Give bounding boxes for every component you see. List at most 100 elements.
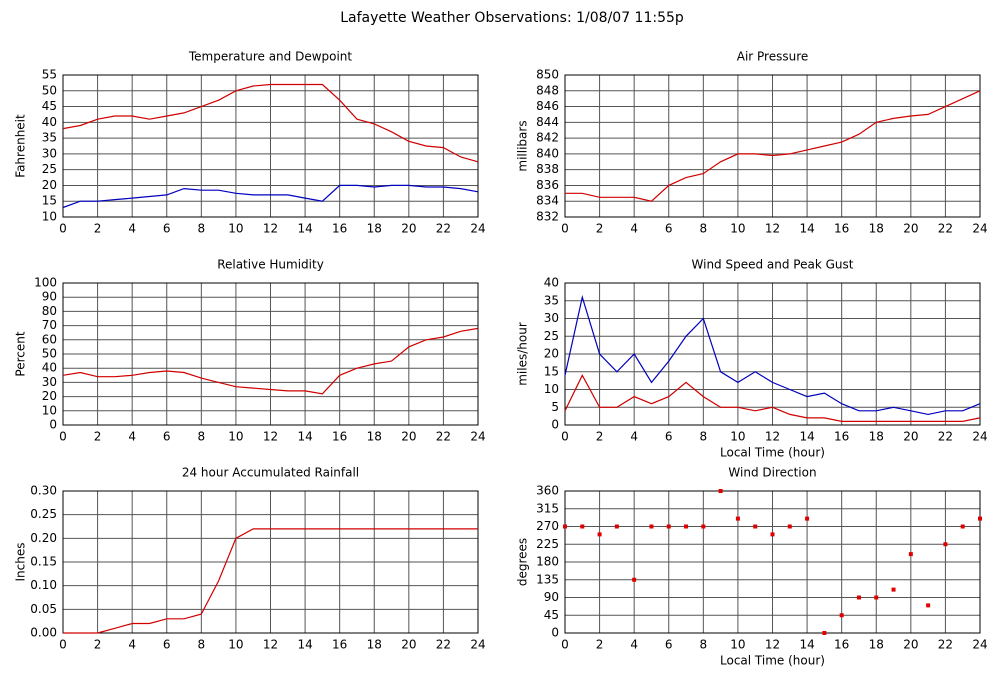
y-tick-label: 35 bbox=[42, 131, 57, 145]
x-axis-label: Local Time (hour) bbox=[720, 446, 825, 460]
x-tick-label: 6 bbox=[665, 638, 673, 652]
data-point bbox=[580, 524, 585, 529]
x-tick-label: 16 bbox=[332, 430, 347, 444]
y-tick-label: 0 bbox=[49, 418, 57, 432]
data-point bbox=[718, 489, 723, 493]
data-line bbox=[565, 90, 981, 202]
x-tick-label: 10 bbox=[730, 222, 745, 236]
x-tick-label: 14 bbox=[297, 638, 312, 652]
x-tick-label: 20 bbox=[903, 222, 918, 236]
y-tick-label: 30 bbox=[42, 375, 57, 389]
data-point bbox=[908, 552, 913, 557]
x-tick-label: 6 bbox=[163, 638, 171, 652]
x-tick-label: 8 bbox=[700, 638, 708, 652]
x-tick-label: 24 bbox=[470, 638, 485, 652]
y-tick-label: 0.25 bbox=[30, 507, 57, 521]
x-tick-label: 18 bbox=[367, 222, 382, 236]
data-point bbox=[563, 524, 567, 529]
data-point bbox=[943, 542, 948, 547]
y-tick-label: 15 bbox=[544, 364, 559, 378]
y-tick-label: 848 bbox=[536, 83, 559, 97]
chart-title: Temperature and Dewpoint bbox=[188, 50, 353, 64]
x-tick-label: 14 bbox=[799, 638, 814, 652]
data-point bbox=[874, 595, 879, 600]
x-tick-label: 12 bbox=[765, 638, 780, 652]
plot-frame bbox=[564, 282, 981, 426]
x-tick-label: 4 bbox=[128, 430, 136, 444]
data-point bbox=[684, 524, 689, 529]
x-tick-label: 0 bbox=[59, 222, 67, 236]
y-tick-label: 80 bbox=[42, 304, 57, 318]
data-line bbox=[62, 83, 479, 163]
data-point bbox=[805, 516, 810, 521]
y-tick-label: 50 bbox=[42, 347, 57, 361]
y-tick-label: 50 bbox=[42, 83, 57, 97]
x-tick-label: 4 bbox=[128, 638, 136, 652]
y-tick-label: 70 bbox=[42, 318, 57, 332]
y-tick-label: 135 bbox=[536, 572, 559, 586]
y-tick-label: 844 bbox=[536, 115, 559, 129]
x-tick-label: 22 bbox=[938, 430, 953, 444]
x-tick-label: 2 bbox=[94, 430, 102, 444]
y-axis-label: miles/hour bbox=[516, 322, 530, 386]
y-axis-label: Fahrenheit bbox=[14, 114, 28, 178]
x-tick-label: 14 bbox=[297, 222, 312, 236]
data-point bbox=[891, 587, 896, 592]
x-tick-label: 14 bbox=[297, 430, 312, 444]
y-tick-label: 0.20 bbox=[30, 531, 57, 545]
data-point bbox=[822, 631, 827, 635]
y-tick-label: 842 bbox=[536, 131, 559, 145]
y-tick-label: 100 bbox=[34, 276, 57, 290]
y-tick-label: 840 bbox=[536, 146, 559, 160]
y-tick-label: 40 bbox=[42, 361, 57, 375]
y-tick-label: 25 bbox=[544, 329, 559, 343]
y-tick-label: 55 bbox=[42, 68, 57, 82]
y-tick-label: 0 bbox=[551, 418, 559, 432]
x-tick-label: 12 bbox=[765, 430, 780, 444]
x-tick-label: 24 bbox=[972, 222, 987, 236]
x-tick-label: 16 bbox=[834, 430, 849, 444]
x-tick-label: 8 bbox=[198, 430, 206, 444]
y-tick-label: 15 bbox=[42, 194, 57, 208]
chart-title: 24 hour Accumulated Rainfall bbox=[182, 466, 359, 480]
x-tick-label: 20 bbox=[903, 638, 918, 652]
y-tick-label: 180 bbox=[536, 555, 559, 569]
data-line bbox=[62, 327, 479, 395]
y-tick-label: 850 bbox=[536, 68, 559, 82]
x-tick-label: 20 bbox=[401, 222, 416, 236]
x-tick-label: 12 bbox=[263, 430, 278, 444]
y-tick-label: 60 bbox=[42, 332, 57, 346]
data-point bbox=[735, 516, 740, 521]
page-title: Lafayette Weather Observations: 1/08/07 … bbox=[340, 10, 684, 26]
x-tick-label: 22 bbox=[938, 638, 953, 652]
y-tick-label: 10 bbox=[42, 210, 57, 224]
x-tick-label: 6 bbox=[163, 430, 171, 444]
y-tick-label: 0.00 bbox=[30, 626, 57, 640]
x-tick-label: 0 bbox=[59, 430, 67, 444]
x-tick-label: 4 bbox=[630, 430, 638, 444]
x-tick-label: 22 bbox=[436, 430, 451, 444]
x-tick-label: 24 bbox=[470, 430, 485, 444]
y-tick-label: 225 bbox=[536, 537, 559, 551]
y-tick-label: 5 bbox=[551, 400, 559, 414]
data-point bbox=[701, 524, 706, 529]
y-tick-label: 836 bbox=[536, 178, 559, 192]
x-tick-label: 10 bbox=[228, 222, 243, 236]
x-tick-label: 4 bbox=[630, 638, 638, 652]
data-point bbox=[632, 577, 637, 582]
x-tick-label: 0 bbox=[59, 638, 67, 652]
x-tick-label: 20 bbox=[401, 430, 416, 444]
x-tick-label: 8 bbox=[700, 222, 708, 236]
y-tick-label: 0 bbox=[551, 626, 559, 640]
x-tick-label: 24 bbox=[470, 222, 485, 236]
x-tick-label: 2 bbox=[596, 430, 604, 444]
x-tick-label: 22 bbox=[436, 222, 451, 236]
data-point bbox=[770, 532, 775, 537]
data-point bbox=[926, 603, 931, 608]
data-line bbox=[564, 294, 981, 416]
x-tick-label: 12 bbox=[765, 222, 780, 236]
x-tick-label: 6 bbox=[665, 430, 673, 444]
y-tick-label: 45 bbox=[544, 608, 559, 622]
y-tick-label: 846 bbox=[536, 99, 559, 113]
